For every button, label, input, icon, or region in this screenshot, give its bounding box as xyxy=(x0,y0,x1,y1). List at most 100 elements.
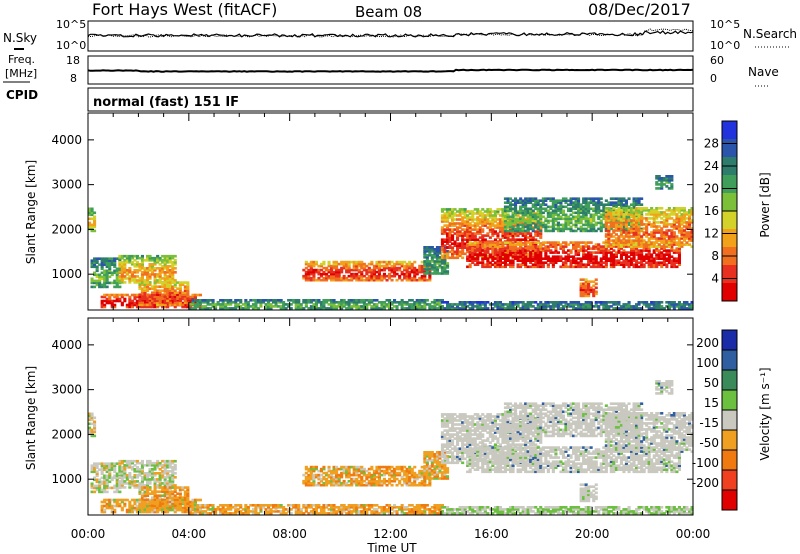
power-cell xyxy=(90,285,94,289)
power-cell xyxy=(468,210,472,213)
power-cell xyxy=(466,230,470,233)
power-cell xyxy=(367,278,371,282)
power-cell xyxy=(471,212,475,215)
power-cell xyxy=(355,303,359,306)
power-cell xyxy=(365,307,369,310)
power-cell xyxy=(108,263,112,266)
power-cell xyxy=(146,303,150,307)
power-cell xyxy=(501,208,505,211)
power-cell xyxy=(103,293,107,297)
power-cell xyxy=(521,257,525,260)
power-cell xyxy=(171,265,175,268)
power-cell xyxy=(234,299,238,302)
power-cell xyxy=(173,301,177,305)
power-cell xyxy=(130,271,134,274)
power-cell xyxy=(529,234,533,237)
power-cell xyxy=(476,238,480,241)
power-cell xyxy=(473,253,477,256)
power-cell xyxy=(539,232,543,235)
power-cell xyxy=(153,279,157,282)
power-cell xyxy=(425,270,429,273)
power-cell xyxy=(486,249,490,252)
power-cell xyxy=(496,265,500,269)
power-cell xyxy=(516,255,520,258)
power-cell xyxy=(458,252,462,256)
power-cell xyxy=(493,238,497,241)
power-cell xyxy=(463,230,467,233)
power-cell xyxy=(498,251,502,254)
power-cell xyxy=(509,218,513,221)
power-cell xyxy=(148,297,152,301)
power-cell xyxy=(219,307,223,310)
power-cell xyxy=(224,307,228,310)
power-cell xyxy=(491,210,495,213)
power-cell xyxy=(171,273,175,276)
power-cell xyxy=(388,299,392,302)
power-cell xyxy=(130,263,134,266)
power-cell xyxy=(143,267,147,270)
power-cell xyxy=(113,257,117,260)
power-cell xyxy=(521,238,525,241)
power-cell xyxy=(367,270,371,274)
power-cell xyxy=(143,293,147,296)
power-cell xyxy=(98,257,102,260)
power-cell xyxy=(405,262,409,266)
power-cell xyxy=(168,269,172,272)
power-cell xyxy=(670,175,674,178)
power-cell xyxy=(216,303,220,306)
power-cell xyxy=(476,261,480,264)
power-cell xyxy=(440,210,444,213)
power-cell xyxy=(534,222,538,225)
power-cell xyxy=(413,260,417,264)
power-cell xyxy=(183,295,187,299)
power-cell xyxy=(393,272,397,276)
power-cell xyxy=(514,255,518,258)
power-cell xyxy=(156,297,160,301)
power-cell xyxy=(509,243,513,246)
power-cell xyxy=(93,279,97,283)
power-cell xyxy=(488,216,492,219)
power-cell xyxy=(163,283,167,286)
power-cell xyxy=(526,265,530,269)
power-cell xyxy=(362,303,366,306)
power-cell xyxy=(423,278,427,282)
power-cell xyxy=(529,238,533,241)
power-cell xyxy=(446,216,450,219)
power-cell xyxy=(335,307,339,310)
power-cell xyxy=(483,247,487,250)
power-cell xyxy=(370,260,374,264)
power-cell xyxy=(309,301,313,304)
power-cell xyxy=(88,213,92,217)
power-cell xyxy=(292,299,296,302)
power-cell xyxy=(130,256,134,260)
power-cell xyxy=(481,259,485,262)
power-cell xyxy=(496,261,500,264)
power-cell xyxy=(103,257,107,260)
power-cell xyxy=(491,224,495,227)
power-cell xyxy=(488,224,492,227)
freq-series xyxy=(87,68,694,73)
power-cell xyxy=(483,214,487,217)
power-cell xyxy=(423,272,427,275)
power-cell xyxy=(186,281,190,284)
power-cell xyxy=(493,263,497,266)
power-cell xyxy=(135,254,139,258)
power-cell xyxy=(498,253,502,256)
power-cell xyxy=(682,207,686,210)
power-cell xyxy=(186,303,190,307)
power-cell xyxy=(173,254,177,258)
power-cell xyxy=(322,270,326,274)
power-cell xyxy=(526,245,530,248)
power-cell xyxy=(352,268,356,272)
power-cell xyxy=(153,256,157,260)
power-cell xyxy=(229,301,233,304)
power-cell xyxy=(322,272,326,276)
power-cell xyxy=(481,263,485,266)
power-cell xyxy=(483,249,487,252)
power-cell xyxy=(451,252,455,256)
power-cell xyxy=(183,299,187,303)
power-cell xyxy=(382,266,386,270)
power-cell xyxy=(133,281,137,284)
power-cell xyxy=(443,252,447,256)
power-cell xyxy=(130,254,134,258)
